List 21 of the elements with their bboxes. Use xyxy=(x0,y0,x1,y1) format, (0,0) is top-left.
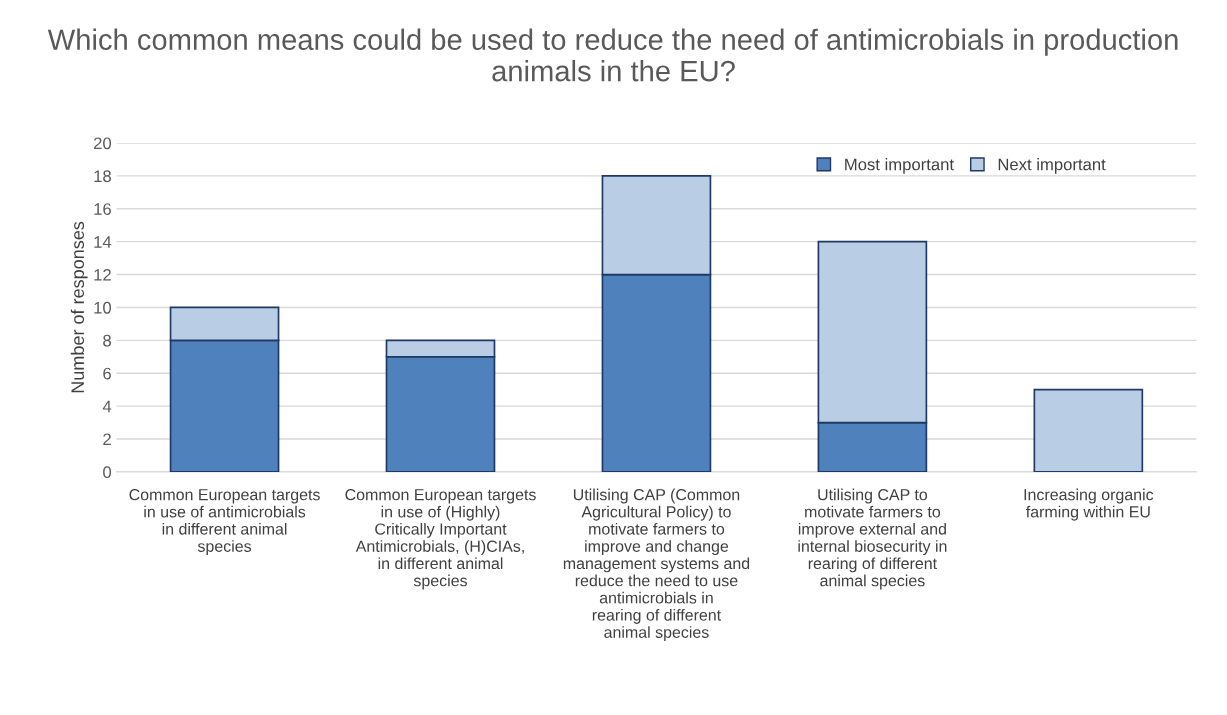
y-tick-label: 4 xyxy=(102,400,112,413)
y-tick-label: 0 xyxy=(103,466,112,479)
y-axis-title: Number of responses xyxy=(70,221,88,393)
legend-label: Most important xyxy=(845,158,954,174)
y-tick-label: 14 xyxy=(94,236,112,248)
x-tick-label: Increasing organic farming within EU xyxy=(1024,488,1154,521)
y-tick-label: 6 xyxy=(103,367,111,380)
x-tick-label: Utilising CAP to motivate farmers to improve external and internal biosecurity in rearing of different animal species xyxy=(798,488,947,590)
x-tick-label: Common European targets in use of (Highly) Critically Important Antimicrobials, (H)CIAs, in different animal species xyxy=(345,488,536,590)
x-tick-label: Common European targets in use of antimicrobials in different animal species xyxy=(129,488,320,556)
y-tick-label: 10 xyxy=(94,301,112,314)
y-tick-label: 12 xyxy=(94,268,111,281)
y-tick-label: 8 xyxy=(103,334,111,347)
y-tick-label: 2 xyxy=(103,433,111,446)
y-tick-label: 20 xyxy=(94,137,112,150)
chart-title: Which common means could be used to reduce the need of antimicrobials in production animals in the EU? xyxy=(47,28,1178,82)
legend-label: Next important xyxy=(998,158,1106,174)
y-tick-label: 16 xyxy=(94,203,111,215)
y-tick-label: 18 xyxy=(94,170,111,183)
category-label: Utilising CAP (Common Agricultural Policy) to motivate farmers to improve and change management systems and reduce the need to use antimicrobials in rearing of different animal species xyxy=(563,488,750,642)
bar xyxy=(1033,388,1144,472)
